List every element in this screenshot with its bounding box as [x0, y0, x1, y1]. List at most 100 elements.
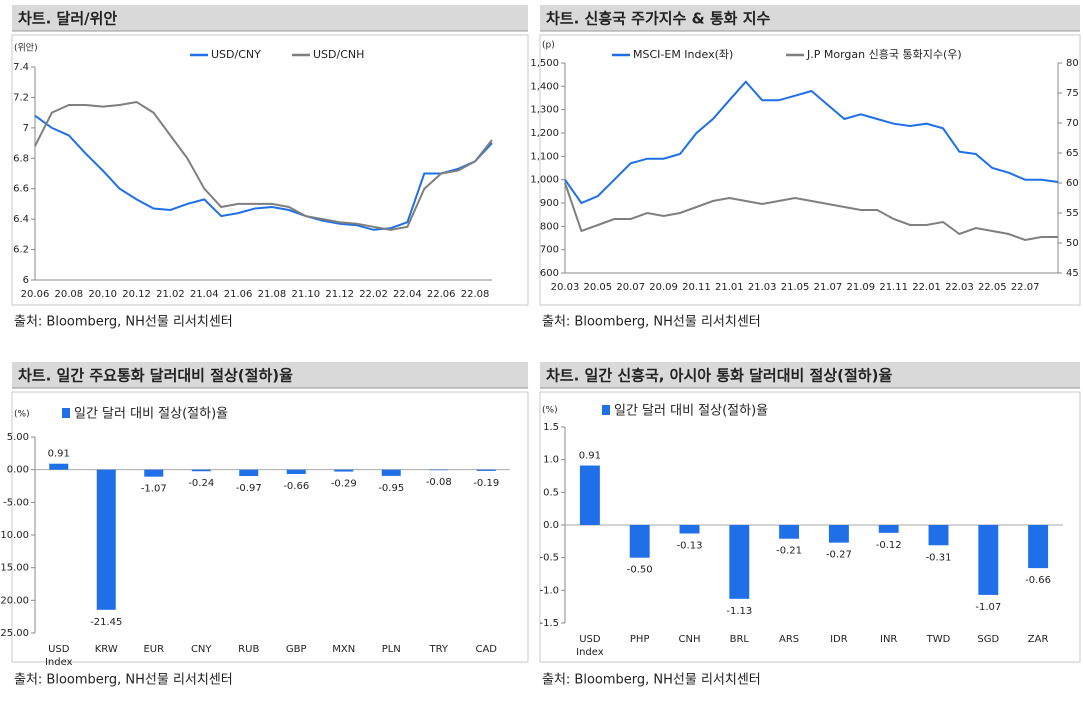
x-tick-label: MXN — [332, 644, 355, 655]
header-bar — [540, 5, 1080, 31]
x-tick-label: 21.12 — [325, 289, 354, 300]
chart-title: 차트. 신흥국 주가지수 & 통화 지수 — [546, 10, 770, 28]
bar — [679, 525, 700, 534]
x-tick-label: 20.10 — [88, 289, 117, 300]
y2-tick-label: 45 — [1066, 268, 1079, 279]
x-tick-label: IDR — [830, 634, 848, 645]
x-tick-label: 21.06 — [224, 289, 253, 300]
x-tick-label: 20.05 — [584, 282, 613, 293]
y2-tick-label: 70 — [1066, 118, 1079, 129]
legend-swatch — [62, 408, 70, 418]
x-tick-label: 22.03 — [945, 282, 974, 293]
value-label: -0.27 — [826, 550, 852, 561]
x-tick-label: 21.07 — [814, 282, 843, 293]
y-axis-unit: (p) — [542, 41, 555, 51]
y-tick-label: 1,200 — [530, 128, 559, 139]
x-tick-label: 21.01 — [715, 282, 744, 293]
x-tick-label: PLN — [382, 644, 401, 655]
x-tick-label: 21.04 — [190, 289, 219, 300]
y-tick-label: -25.00 — [0, 628, 29, 639]
bar — [334, 469, 354, 472]
y-tick-label: 6.2 — [13, 245, 29, 256]
y-tick-label: 900 — [540, 198, 559, 209]
y-axis-unit: (%) — [542, 406, 558, 416]
bar — [779, 525, 800, 539]
source-note: 출처: Bloomberg, NH선물 리서치센터 — [14, 315, 233, 330]
series-line — [564, 80, 1059, 205]
x-tick-label: KRW — [95, 644, 118, 655]
x-tick-label: CAD — [475, 644, 497, 655]
y-tick-label: 1,000 — [530, 175, 559, 186]
x-tick-label: ZAR — [1028, 634, 1049, 645]
x-tick-label: 20.12 — [122, 289, 151, 300]
value-label: -1.07 — [141, 484, 167, 495]
header-bar — [540, 362, 1080, 388]
y2-tick-label: 65 — [1066, 148, 1079, 159]
x-tick-label: CNY — [191, 644, 212, 655]
chart-panel: 차트. 일간 주요통화 달러대비 절상(절하)율출처: Bloomberg, N… — [0, 362, 529, 688]
value-label: -0.13 — [677, 540, 703, 551]
chart-title: 차트. 일간 주요통화 달러대비 절상(절하)율 — [18, 367, 293, 385]
value-label: -0.08 — [426, 477, 452, 488]
x-tick-label: BRL — [730, 634, 750, 645]
x-tick-label: USD Index — [45, 644, 73, 668]
y-tick-label: 7.2 — [13, 92, 29, 103]
y-tick-label: 0.5 — [543, 487, 559, 498]
y-tick-label: -15.00 — [0, 563, 29, 574]
header-bar — [12, 5, 528, 31]
y-tick-label: 6.4 — [13, 214, 29, 225]
y-tick-label: 1.5 — [543, 422, 559, 433]
chart-frame — [539, 34, 1081, 306]
x-tick-label: PHP — [630, 634, 650, 645]
y-tick-label: 1.0 — [543, 455, 559, 466]
y-tick-label: 7.4 — [13, 62, 29, 73]
y-axis-unit: (%) — [14, 410, 30, 420]
x-tick-label: INR — [880, 634, 897, 645]
x-tick-label: 22.08 — [461, 289, 490, 300]
y-tick-label: 1,100 — [530, 151, 559, 162]
y-tick-label: 600 — [540, 268, 559, 279]
source-note: 출처: Bloomberg, NH선물 리서치센터 — [542, 673, 761, 688]
x-tick-label: 21.02 — [156, 289, 185, 300]
value-label: -0.21 — [776, 546, 802, 557]
x-tick-label: CNH — [679, 634, 701, 645]
bar — [978, 525, 999, 595]
y-tick-label: 700 — [540, 245, 559, 256]
bar — [476, 469, 496, 471]
y-tick-label: 0.0 — [543, 520, 559, 531]
chart-frame — [11, 34, 529, 306]
legend-label: 일간 달러 대비 절상(절하)율 — [74, 407, 228, 422]
legend-swatch — [602, 405, 610, 415]
chart-frame — [539, 391, 1081, 663]
y-tick-label: -0.5 — [539, 553, 559, 564]
x-tick-label: RUB — [238, 644, 259, 655]
value-label: -1.07 — [975, 602, 1001, 613]
y-tick-label: 6 — [23, 275, 29, 286]
x-tick-label: 20.08 — [55, 289, 84, 300]
bar — [928, 525, 949, 546]
value-label: -0.19 — [473, 478, 499, 489]
legend-label: USD/CNY — [211, 48, 261, 61]
bar — [629, 525, 650, 558]
x-tick-label: 22.07 — [1011, 282, 1040, 293]
bar — [729, 525, 750, 599]
bar — [49, 463, 69, 470]
bar — [381, 469, 401, 476]
value-label: -0.97 — [236, 483, 262, 494]
y-tick-label: -5.00 — [3, 497, 29, 508]
y-tick-label: -10.00 — [0, 530, 29, 541]
bar — [828, 525, 849, 543]
chart-panel: 차트. 일간 신흥국, 아시아 통화 달러대비 절상(절하)율출처: Bloom… — [539, 362, 1081, 688]
value-label: -21.45 — [90, 617, 122, 628]
chart-title: 차트. 달러/위안 — [18, 10, 117, 28]
y-axis-unit: (위안) — [14, 43, 38, 54]
value-label: -0.95 — [378, 483, 404, 494]
x-tick-label: 20.07 — [616, 282, 645, 293]
x-tick-label: 20.06 — [21, 289, 50, 300]
y-tick-label: 1,400 — [530, 81, 559, 92]
y-tick-label: 6.8 — [13, 153, 29, 164]
value-label: -0.66 — [283, 481, 309, 492]
x-tick-label: 21.08 — [258, 289, 287, 300]
